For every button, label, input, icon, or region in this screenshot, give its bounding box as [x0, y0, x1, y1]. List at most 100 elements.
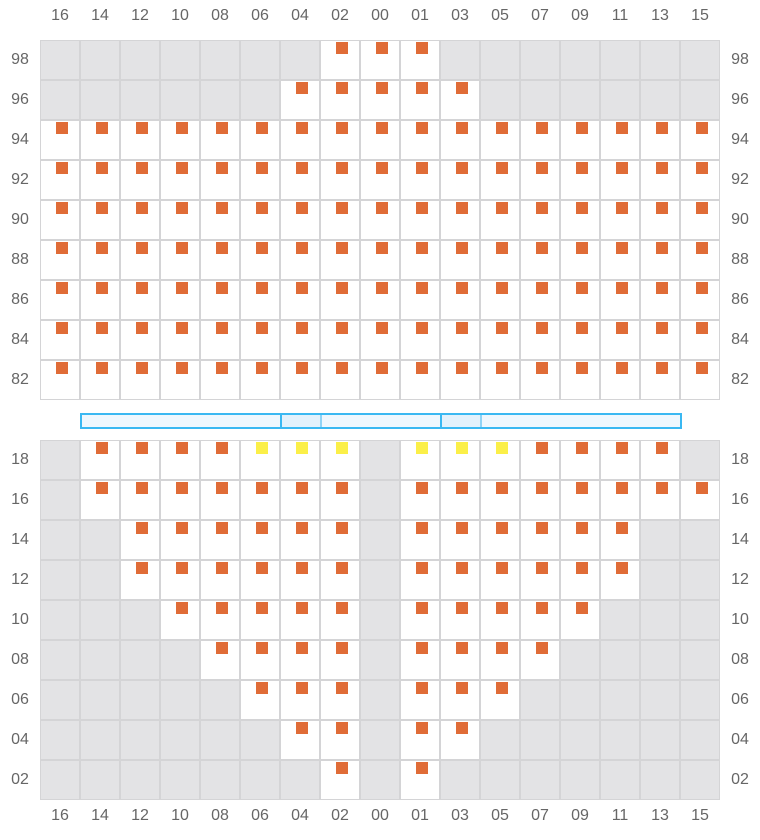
unit-ok[interactable]	[456, 202, 468, 214]
cell-18-09[interactable]	[561, 441, 599, 479]
cell-14-11[interactable]	[601, 521, 639, 559]
cell-84-12[interactable]	[121, 321, 159, 359]
cell-88-03[interactable]	[441, 241, 479, 279]
unit-ok[interactable]	[376, 122, 388, 134]
cell-16-11[interactable]	[601, 481, 639, 519]
cell-16-02[interactable]	[321, 481, 359, 519]
unit-ok[interactable]	[496, 522, 508, 534]
unit-ok[interactable]	[216, 442, 228, 454]
cell-90-13[interactable]	[641, 201, 679, 239]
unit-ok[interactable]	[176, 482, 188, 494]
cell-18-14[interactable]	[81, 441, 119, 479]
cell-94-10[interactable]	[161, 121, 199, 159]
unit-ok[interactable]	[576, 202, 588, 214]
unit-ok[interactable]	[416, 362, 428, 374]
unit-ok[interactable]	[496, 122, 508, 134]
unit-ok[interactable]	[576, 322, 588, 334]
unit-ok[interactable]	[256, 562, 268, 574]
cell-14-06[interactable]	[241, 521, 279, 559]
unit-ok[interactable]	[616, 122, 628, 134]
cell-90-05[interactable]	[481, 201, 519, 239]
cell-82-04[interactable]	[281, 361, 319, 399]
cell-84-08[interactable]	[201, 321, 239, 359]
cell-10-05[interactable]	[481, 601, 519, 639]
unit-ok[interactable]	[536, 122, 548, 134]
unit-ok[interactable]	[216, 322, 228, 334]
unit-ok[interactable]	[176, 562, 188, 574]
cell-16-07[interactable]	[521, 481, 559, 519]
unit-ok[interactable]	[256, 242, 268, 254]
cell-92-16[interactable]	[41, 161, 79, 199]
unit-ok[interactable]	[536, 602, 548, 614]
cell-12-02[interactable]	[321, 561, 359, 599]
cell-08-07[interactable]	[521, 641, 559, 679]
unit-ok[interactable]	[496, 562, 508, 574]
unit-ok[interactable]	[336, 82, 348, 94]
unit-ok[interactable]	[496, 242, 508, 254]
unit-ok[interactable]	[336, 642, 348, 654]
unit-ok[interactable]	[416, 522, 428, 534]
cell-16-06[interactable]	[241, 481, 279, 519]
unit-ok[interactable]	[616, 162, 628, 174]
cell-88-12[interactable]	[121, 241, 159, 279]
cell-08-03[interactable]	[441, 641, 479, 679]
cell-12-04[interactable]	[281, 561, 319, 599]
cell-92-00[interactable]	[361, 161, 399, 199]
cell-94-16[interactable]	[41, 121, 79, 159]
unit-ok[interactable]	[696, 122, 708, 134]
cell-16-03[interactable]	[441, 481, 479, 519]
cell-94-06[interactable]	[241, 121, 279, 159]
cell-82-05[interactable]	[481, 361, 519, 399]
unit-ok[interactable]	[96, 362, 108, 374]
unit-ok[interactable]	[496, 602, 508, 614]
cell-96-02[interactable]	[321, 81, 359, 119]
cell-88-02[interactable]	[321, 241, 359, 279]
cell-84-01[interactable]	[401, 321, 439, 359]
unit-ok[interactable]	[216, 602, 228, 614]
unit-ok[interactable]	[376, 322, 388, 334]
unit-warning[interactable]	[336, 442, 348, 454]
unit-ok[interactable]	[216, 522, 228, 534]
unit-ok[interactable]	[256, 322, 268, 334]
unit-ok[interactable]	[456, 722, 468, 734]
unit-ok[interactable]	[216, 282, 228, 294]
unit-ok[interactable]	[576, 282, 588, 294]
cell-82-09[interactable]	[561, 361, 599, 399]
unit-ok[interactable]	[456, 562, 468, 574]
cell-02-01[interactable]	[401, 761, 439, 799]
unit-ok[interactable]	[416, 762, 428, 774]
cell-10-07[interactable]	[521, 601, 559, 639]
cell-04-03[interactable]	[441, 721, 479, 759]
unit-ok[interactable]	[256, 682, 268, 694]
cell-82-15[interactable]	[681, 361, 719, 399]
unit-ok[interactable]	[496, 682, 508, 694]
unit-ok[interactable]	[256, 522, 268, 534]
unit-ok[interactable]	[336, 482, 348, 494]
unit-ok[interactable]	[576, 362, 588, 374]
cell-14-08[interactable]	[201, 521, 239, 559]
unit-ok[interactable]	[576, 242, 588, 254]
cell-10-09[interactable]	[561, 601, 599, 639]
unit-ok[interactable]	[456, 122, 468, 134]
cell-84-07[interactable]	[521, 321, 559, 359]
cell-14-05[interactable]	[481, 521, 519, 559]
unit-ok[interactable]	[656, 442, 668, 454]
cell-18-06[interactable]	[241, 441, 279, 479]
cell-92-03[interactable]	[441, 161, 479, 199]
unit-ok[interactable]	[376, 242, 388, 254]
unit-ok[interactable]	[96, 202, 108, 214]
unit-ok[interactable]	[656, 162, 668, 174]
cell-94-13[interactable]	[641, 121, 679, 159]
unit-ok[interactable]	[176, 602, 188, 614]
unit-ok[interactable]	[536, 162, 548, 174]
unit-ok[interactable]	[536, 482, 548, 494]
cell-90-11[interactable]	[601, 201, 639, 239]
cell-84-02[interactable]	[321, 321, 359, 359]
cell-82-14[interactable]	[81, 361, 119, 399]
cell-10-10[interactable]	[161, 601, 199, 639]
cell-14-01[interactable]	[401, 521, 439, 559]
unit-ok[interactable]	[456, 242, 468, 254]
unit-ok[interactable]	[56, 122, 68, 134]
cell-08-08[interactable]	[201, 641, 239, 679]
unit-ok[interactable]	[216, 362, 228, 374]
